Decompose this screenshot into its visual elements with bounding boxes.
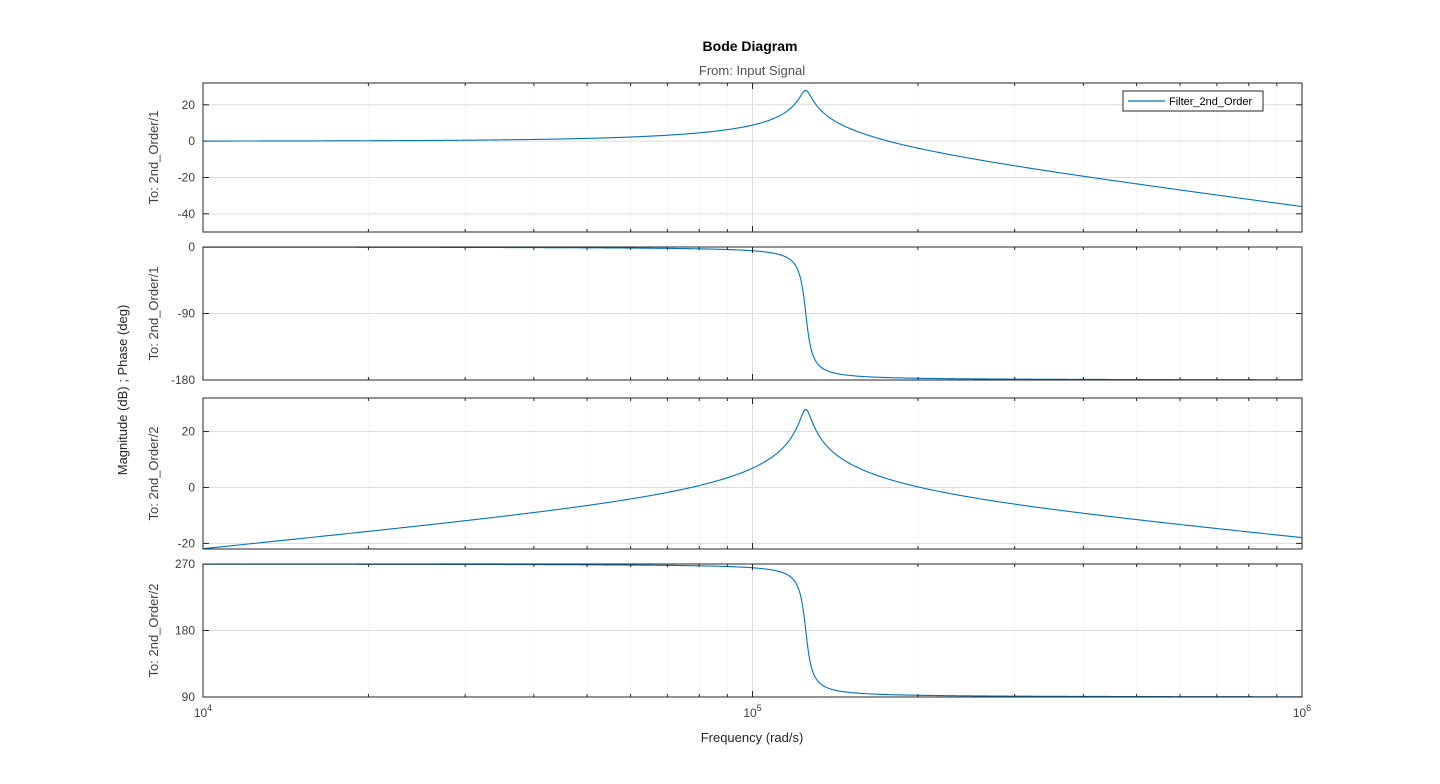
y-tick-label: 20	[182, 98, 196, 112]
y-tick-label: 0	[188, 240, 195, 254]
x-tick-label: 104	[194, 703, 212, 720]
panels-layer: 20 0 -20 -40 To: 2nd_Order/1 0 -90 -180 To: 2nd_…	[146, 82, 1303, 704]
row-label: To: 2nd_Order/2	[146, 584, 161, 678]
row-label: To: 2nd_Order/2	[146, 427, 161, 521]
x-tick-label: 106	[1293, 703, 1311, 720]
y-tick-label: -90	[178, 307, 196, 321]
row-label: To: 2nd_Order/1	[146, 111, 161, 205]
chart-subtitle: From: Input Signal	[699, 63, 805, 78]
y-tick-label: 90	[182, 690, 196, 704]
x-tick-label: 105	[743, 703, 761, 720]
y-axis-label: Magnitude (dB) ; Phase (deg)	[115, 305, 130, 476]
y-tick-label: 270	[175, 557, 195, 571]
panel-4: 270 180 90 To: 2nd_Order/2	[146, 557, 1303, 704]
x-axis-label: Frequency (rad/s)	[701, 730, 804, 745]
series-line-Filter_2nd_Order	[202, 89, 1303, 208]
legend: Filter_2nd_Order	[1122, 90, 1264, 112]
y-tick-label: -20	[178, 170, 196, 184]
series-line-Filter_2nd_Order	[202, 408, 1303, 550]
chart-title: Bode Diagram	[703, 38, 798, 54]
y-tick-label: 180	[175, 624, 195, 638]
legend-box	[1122, 90, 1264, 112]
panel-3: 20 0 -20 To: 2nd_Order/2	[146, 397, 1303, 550]
row-label: To: 2nd_Order/1	[146, 267, 161, 361]
y-tick-label: -40	[178, 207, 196, 221]
y-tick-label: -180	[171, 373, 195, 387]
y-tick-label: 0	[188, 480, 195, 494]
x-ticks-layer: 104 105 106	[194, 703, 1311, 720]
y-tick-label: -20	[178, 536, 196, 550]
y-tick-label: 20	[182, 425, 196, 439]
legend-entry: Filter_2nd_Order	[1169, 96, 1252, 108]
panel-2: 0 -90 -180 To: 2nd_Order/1	[146, 240, 1303, 387]
y-tick-label: 0	[188, 134, 195, 148]
